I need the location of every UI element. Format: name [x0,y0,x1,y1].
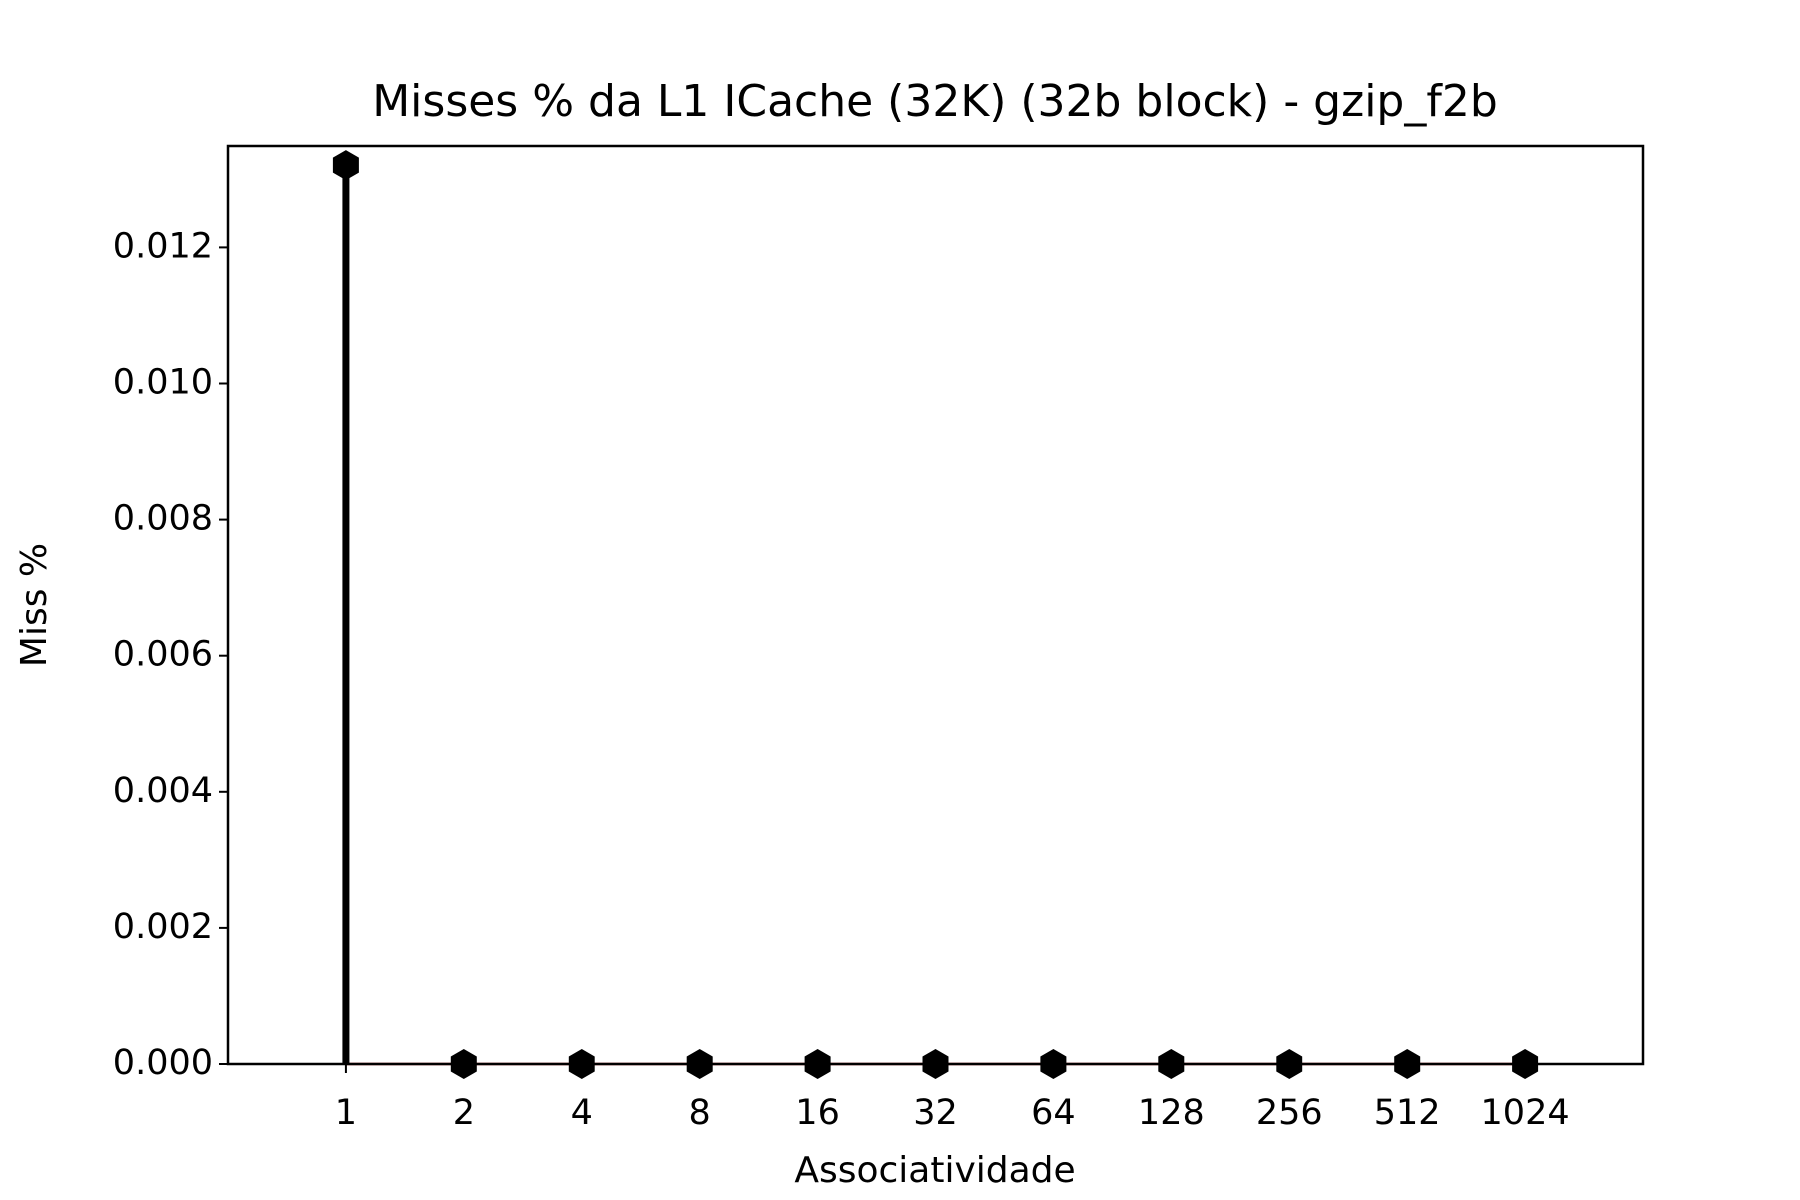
y-axis-label: Miss % [14,543,55,667]
y-tick-label: 0.010 [113,362,213,402]
x-tick-label: 512 [1374,1093,1441,1133]
x-tick-label: 2 [453,1093,475,1133]
y-tick-label: 0.012 [113,226,213,266]
y-tick-label: 0.002 [113,907,213,947]
x-tick-label: 16 [795,1093,840,1133]
x-tick-label: 64 [1031,1093,1076,1133]
x-tick-label: 8 [689,1093,711,1133]
y-tick-label: 0.008 [113,499,213,539]
x-tick-label: 256 [1256,1093,1323,1133]
y-tick-label: 0.004 [113,771,213,811]
plot-frame [226,144,1645,1066]
x-tick-label: 1024 [1481,1093,1570,1133]
y-tick-label: 0.006 [113,635,213,675]
x-tick-label: 1 [335,1093,357,1133]
chart-title: Misses % da L1 ICache (32K) (32b block) … [372,76,1498,127]
x-tick-label: 128 [1138,1093,1205,1133]
x-tick-label: 4 [571,1093,593,1133]
x-tick-label: 32 [913,1093,958,1133]
stem-marker [332,150,359,181]
y-tick-label: 0.000 [113,1043,213,1083]
x-axis-label: Associatividade [794,1150,1075,1191]
